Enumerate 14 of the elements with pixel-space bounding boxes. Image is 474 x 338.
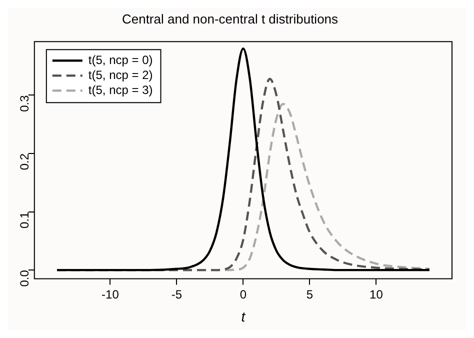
x-axis-title: t [241,308,246,324]
chart-title: Central and non-central t distributions [122,11,339,26]
legend-label: t(5, ncp = 0) [88,52,153,67]
x-tick-label: -5 [171,287,182,302]
y-tick-label: 0.3 [18,94,32,112]
legend-label: t(5, ncp = 3) [88,82,153,97]
x-tick-label: -10 [102,287,120,302]
y-tick-label: 0.0 [18,270,32,287]
x-tick-label: 0 [240,287,247,302]
y-tick-label: 0.1 [18,211,32,228]
y-tick-label: 0.2 [18,153,32,170]
x-tick-label: 5 [306,287,314,302]
legend-label: t(5, ncp = 2) [88,68,153,82]
x-tick-label: 10 [370,287,384,302]
